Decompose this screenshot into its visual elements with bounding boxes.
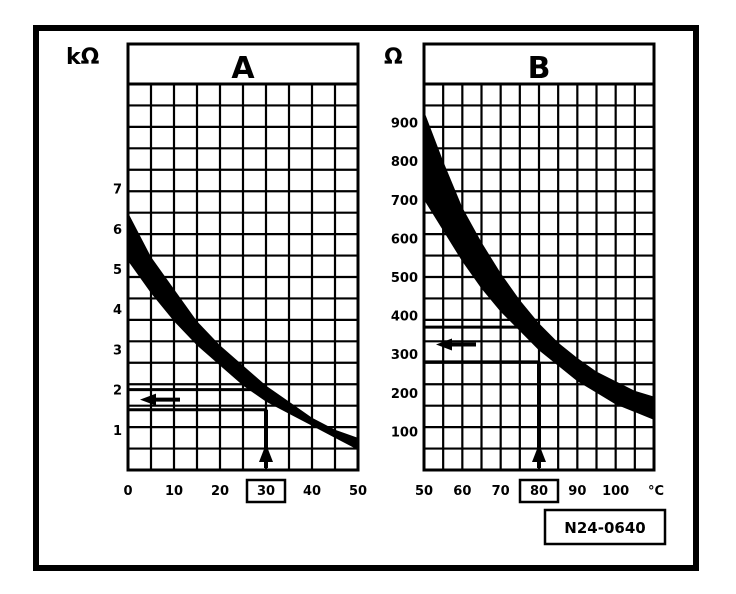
- reading-left-arrow: [436, 338, 452, 351]
- y-tick-label: 900: [391, 117, 418, 132]
- panel-b-title: B: [528, 51, 551, 86]
- panel-b-x-unit-label: °C: [648, 484, 664, 499]
- y-tick-label: 600: [391, 232, 418, 247]
- panel-b-unit-label: Ω: [384, 45, 403, 70]
- x-tick-label: 10: [165, 484, 183, 499]
- y-tick-label: 7: [113, 183, 122, 198]
- x-tick-label: 50: [349, 484, 367, 499]
- x-tick-label: 20: [211, 484, 229, 499]
- x-tick-label: 0: [123, 484, 132, 499]
- y-tick-label: 500: [391, 271, 418, 286]
- panel-a-y-tick-labels: 1 2 3 4 5 6 7: [113, 183, 122, 439]
- y-tick-label: 800: [391, 155, 418, 170]
- y-tick-label: 300: [391, 348, 418, 363]
- y-tick-label: 2: [113, 384, 122, 399]
- panel-a-unit-label: kΩ: [66, 45, 100, 70]
- panel-b-reading-lines: [424, 325, 546, 468]
- y-tick-label: 400: [391, 310, 418, 325]
- x-tick-label: 100: [602, 484, 629, 499]
- panel-a-title: A: [231, 51, 255, 86]
- y-tick-label: 200: [391, 387, 418, 402]
- panel-a-x-tick-labels: 0 10 20 30 40 50: [123, 484, 367, 499]
- panel-b-resistance-band: [424, 111, 654, 420]
- x-tick-label: 30: [257, 484, 275, 499]
- y-tick-label: 100: [391, 425, 418, 440]
- panel-b-y-tick-labels: 100 200 300 400 500 600 700 800 900: [391, 117, 418, 441]
- reading-up-arrow: [532, 444, 546, 462]
- reading-left-arrow: [140, 393, 156, 406]
- figure-code: N24-0640: [564, 519, 645, 537]
- x-tick-label: 90: [568, 484, 586, 499]
- x-tick-label: 60: [453, 484, 471, 499]
- x-tick-label: 80: [530, 484, 548, 499]
- panel-a-reading-lines: [128, 388, 273, 468]
- x-tick-label: 50: [415, 484, 433, 499]
- reading-up-arrow: [259, 444, 273, 462]
- panel-b-x-tick-labels: 50 60 70 80 90 100: [415, 484, 629, 499]
- panel-a-grid: [128, 84, 358, 470]
- figure-code-box: [543, 508, 667, 546]
- y-tick-label: 4: [113, 303, 122, 318]
- x-tick-label: 70: [492, 484, 510, 499]
- y-tick-label: 700: [391, 194, 418, 209]
- panel-a-highlight-box: [245, 478, 287, 504]
- y-tick-label: 1: [113, 424, 122, 439]
- outer-frame: [33, 25, 699, 571]
- y-tick-label: 5: [113, 263, 122, 278]
- y-tick-label: 6: [113, 223, 122, 238]
- panel-b-highlight-box: [518, 478, 560, 504]
- x-tick-label: 40: [303, 484, 321, 499]
- panel-b: Ω B 100 200 300 400 500 600 700 800 900 50 60 70 80…: [384, 42, 664, 504]
- panel-a: kΩ A 1 2 3 4 5 6 7 0 10 20 30 40 50: [66, 42, 367, 504]
- y-tick-label: 3: [113, 343, 122, 358]
- panel-b-header-box: [422, 42, 656, 86]
